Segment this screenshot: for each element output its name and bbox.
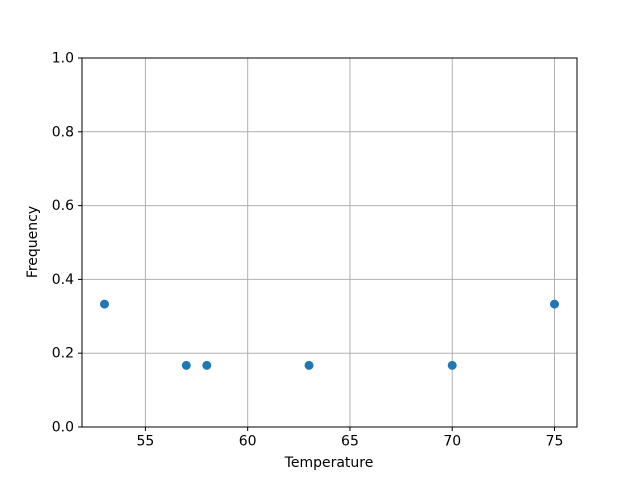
grid-layer xyxy=(82,57,577,428)
data-point xyxy=(304,360,314,370)
data-point xyxy=(202,360,212,370)
y-tick-label: 0.0 xyxy=(52,420,74,436)
y-tick-label: 0.2 xyxy=(52,346,74,362)
y-tick-label: 0.4 xyxy=(52,272,74,288)
x-tick-label: 65 xyxy=(341,434,359,450)
x-tick-label: 75 xyxy=(546,434,564,450)
y-tick-label: 0.6 xyxy=(52,198,74,214)
y-tick-label: 0.8 xyxy=(52,124,74,140)
axis-layer: 55 60 65 70 75 0.0 0.2 0.4 0.6 0.8 1.0 xyxy=(52,51,578,450)
y-tick-label: 1.0 xyxy=(52,51,74,67)
data-point xyxy=(181,360,191,370)
x-tick-label: 70 xyxy=(443,434,461,450)
data-point xyxy=(550,299,559,309)
x-axis-label: Temperature xyxy=(284,455,374,471)
plot-border xyxy=(81,57,578,428)
data-point xyxy=(447,360,457,370)
y-axis-label: Frequency xyxy=(25,206,41,278)
x-tick-label: 55 xyxy=(136,434,154,450)
x-tick-label: 60 xyxy=(239,434,257,450)
data-point-layer xyxy=(100,299,559,370)
data-point xyxy=(100,299,109,309)
